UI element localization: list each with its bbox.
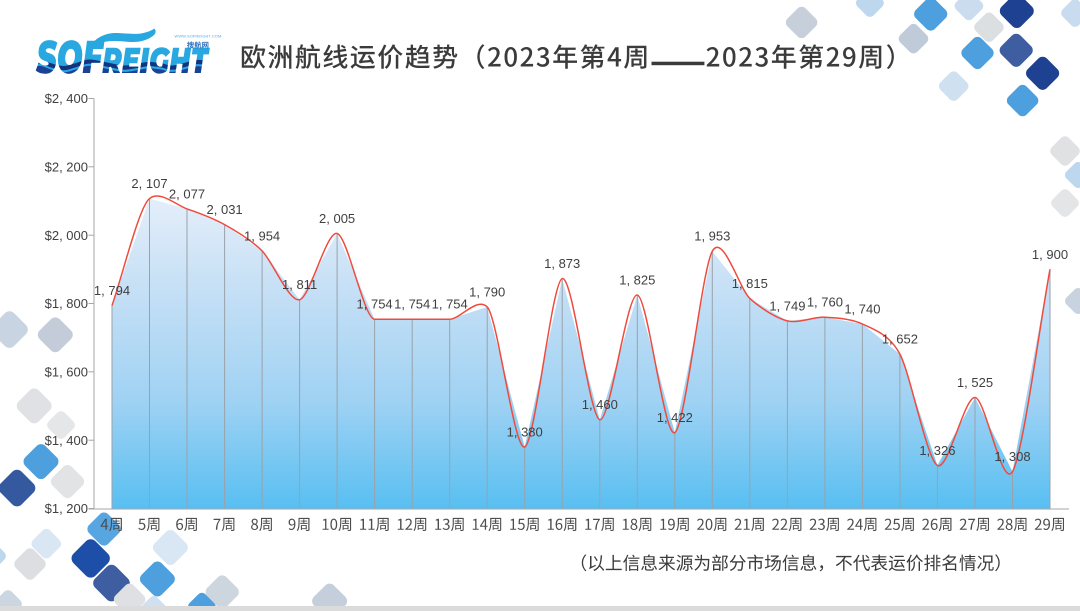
svg-text:1, 873: 1, 873 bbox=[544, 256, 580, 271]
svg-text:$2, 000: $2, 000 bbox=[45, 228, 88, 243]
svg-text:1, 900: 1, 900 bbox=[1032, 247, 1068, 262]
svg-text:$2, 400: $2, 400 bbox=[45, 91, 88, 106]
svg-text:$1, 800: $1, 800 bbox=[45, 296, 88, 311]
svg-text:1, 380: 1, 380 bbox=[507, 425, 543, 440]
svg-text:1, 953: 1, 953 bbox=[694, 229, 730, 244]
svg-text:1, 652: 1, 652 bbox=[882, 332, 918, 347]
svg-text:1, 326: 1, 326 bbox=[919, 443, 955, 458]
svg-text:1, 825: 1, 825 bbox=[619, 273, 655, 288]
svg-text:1, 794: 1, 794 bbox=[94, 283, 130, 298]
svg-text:1, 815: 1, 815 bbox=[732, 276, 768, 291]
svg-text:1, 749: 1, 749 bbox=[769, 298, 805, 313]
svg-text:1, 308: 1, 308 bbox=[994, 449, 1030, 464]
svg-text:$2, 200: $2, 200 bbox=[45, 159, 88, 174]
svg-text:$1, 200: $1, 200 bbox=[45, 501, 88, 516]
svg-text:$1, 600: $1, 600 bbox=[45, 364, 88, 379]
svg-text:1, 754: 1, 754 bbox=[357, 297, 393, 312]
svg-text:2, 005: 2, 005 bbox=[319, 211, 355, 226]
svg-text:WWW.SOFREIGHT.COM: WWW.SOFREIGHT.COM bbox=[175, 34, 222, 39]
svg-text:1, 954: 1, 954 bbox=[244, 228, 280, 243]
svg-text:1, 525: 1, 525 bbox=[957, 375, 993, 390]
svg-text:2, 107: 2, 107 bbox=[131, 176, 167, 191]
svg-text:1, 760: 1, 760 bbox=[807, 295, 843, 310]
svg-text:1, 754: 1, 754 bbox=[432, 297, 468, 312]
svg-text:1, 790: 1, 790 bbox=[469, 284, 505, 299]
svg-text:1, 740: 1, 740 bbox=[844, 302, 880, 317]
svg-text:2, 077: 2, 077 bbox=[169, 186, 205, 201]
svg-text:1, 422: 1, 422 bbox=[657, 410, 693, 425]
svg-text:1, 754: 1, 754 bbox=[394, 297, 430, 312]
svg-text:$1, 400: $1, 400 bbox=[45, 433, 88, 448]
svg-text:2, 031: 2, 031 bbox=[207, 202, 243, 217]
svg-text:1, 811: 1, 811 bbox=[282, 277, 317, 292]
svg-text:1, 460: 1, 460 bbox=[582, 397, 618, 412]
